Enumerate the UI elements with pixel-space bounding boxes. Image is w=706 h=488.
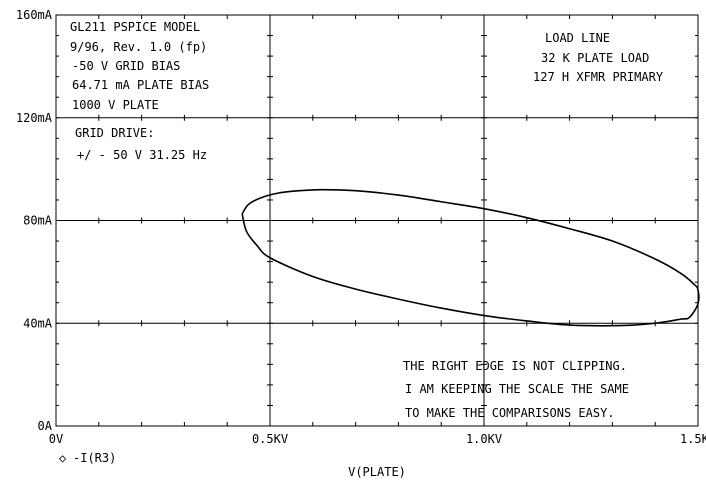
x-tick-label: 1.5KV (680, 432, 706, 446)
model-line-1: GL211 PSPICE MODEL (70, 20, 200, 34)
y-tick-label: 40mA (23, 316, 53, 330)
drive-line-1: GRID DRIVE: (75, 126, 154, 140)
x-tick-label: 0.5KV (252, 432, 288, 446)
y-tick-label: 80mA (23, 214, 53, 228)
x-tick-label: 1.0KV (466, 432, 502, 446)
load-line-2: 32 K PLATE LOAD (541, 51, 649, 65)
y-tick-label: 0A (38, 419, 53, 433)
load-line-3: 127 H XFMR PRIMARY (533, 70, 664, 84)
model-line-5: 1000 V PLATE (72, 98, 159, 112)
note-line-3: TO MAKE THE COMPARISONS EASY. (405, 406, 615, 420)
x-tick-labels: 0V 0.5KV 1.0KV 1.5KV (49, 432, 706, 446)
x-axis-label: V(PLATE) (348, 465, 406, 479)
load-line-1: LOAD LINE (545, 31, 610, 45)
series-line-i-r3 (241, 188, 700, 327)
y-tick-label: 120mA (16, 111, 53, 125)
note-line-2: I AM KEEPING THE SCALE THE SAME (405, 382, 629, 396)
legend-label: -I(R3) (73, 451, 116, 465)
minor-ticks (55, 14, 699, 427)
y-tick-labels: 0A 40mA 80mA 120mA 160mA (16, 8, 53, 433)
model-line-4: 64.71 mA PLATE BIAS (72, 78, 209, 92)
note-line-1: THE RIGHT EDGE IS NOT CLIPPING. (403, 359, 627, 373)
x-tick-label: 0V (49, 432, 63, 446)
drive-line-2: +/ - 50 V 31.25 Hz (77, 148, 207, 162)
model-line-2: 9/96, Rev. 1.0 (fp) (70, 40, 207, 54)
legend-symbol: ◇ (59, 451, 67, 465)
grid-lines (56, 15, 698, 426)
y-tick-label: 160mA (16, 8, 53, 22)
model-line-3: -50 V GRID BIAS (72, 59, 180, 73)
